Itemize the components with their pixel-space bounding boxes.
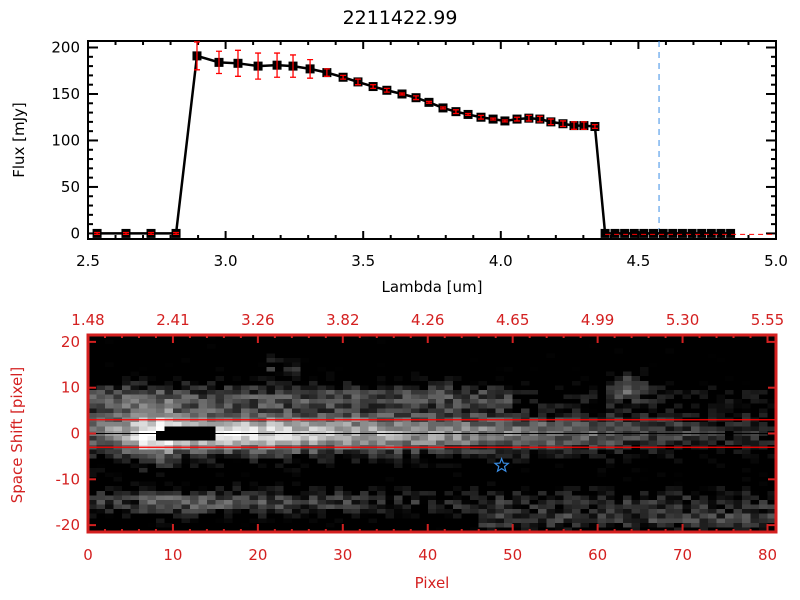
error-bar <box>354 78 361 86</box>
x-tick-label: 80 <box>758 546 777 564</box>
x-tick-label: 0 <box>83 546 93 564</box>
error-bar <box>340 74 347 80</box>
y-tick-label: -10 <box>56 470 81 488</box>
series-line <box>97 54 731 235</box>
chart-title: 2211422.99 <box>343 7 458 29</box>
error-bar <box>173 231 180 236</box>
y-tick-label: 200 <box>51 39 80 57</box>
top-tick-label: 4.65 <box>496 311 529 329</box>
error-bar <box>490 117 497 121</box>
error-bar <box>514 116 521 122</box>
error-bar <box>193 41 200 71</box>
error-bar <box>370 84 377 90</box>
y-tick-label: 0 <box>70 425 80 443</box>
data-point <box>726 228 736 238</box>
heatmap-y-label: Space Shift [pixel] <box>8 367 26 504</box>
x-tick-label: 20 <box>248 546 267 564</box>
error-bar <box>323 68 330 77</box>
y-tick-label: 150 <box>51 85 80 103</box>
error-bar <box>307 58 314 79</box>
error-bar <box>215 50 222 75</box>
data-point <box>687 228 697 238</box>
x-tick-label: 5.0 <box>764 252 788 270</box>
x-tick-label: 30 <box>333 546 352 564</box>
error-bar <box>580 121 587 130</box>
error-bar <box>290 54 297 78</box>
y-axis-label: Flux [mJy] <box>10 102 28 178</box>
top-tick-label: 4.26 <box>411 311 444 329</box>
top-tick-label: 2.41 <box>156 311 189 329</box>
x-tick-label: 2.5 <box>76 252 100 270</box>
error-bar <box>425 100 432 104</box>
y-tick-label: 100 <box>51 131 80 149</box>
data-point <box>716 228 726 238</box>
error-bar <box>94 231 101 236</box>
error-bar <box>148 231 155 236</box>
top-tick-label: 5.30 <box>666 311 699 329</box>
error-bar <box>477 114 484 120</box>
top-tick-label: 1.48 <box>71 311 104 329</box>
error-bar <box>571 121 578 130</box>
x-tick-label: 70 <box>673 546 692 564</box>
x-axis-label: Lambda [um] <box>382 278 483 296</box>
error-bar <box>383 87 390 93</box>
error-bar <box>591 124 598 130</box>
data-point <box>620 228 630 238</box>
top-tick-label: 3.26 <box>241 311 274 329</box>
y-tick-label: -20 <box>56 516 81 534</box>
y-tick-label: 50 <box>61 178 80 196</box>
x-tick-label: 10 <box>163 546 182 564</box>
error-bar <box>525 114 532 122</box>
y-tick-label: 20 <box>61 333 80 351</box>
error-bar <box>413 95 420 101</box>
error-bar <box>547 118 554 126</box>
data-point <box>697 228 707 238</box>
heatmap-x-label: Pixel <box>415 574 450 592</box>
error-bar <box>559 120 566 128</box>
x-tick-label: 3.5 <box>351 252 375 270</box>
error-bar <box>501 119 508 123</box>
data-point <box>600 228 610 238</box>
x-tick-label: 3.0 <box>214 252 238 270</box>
data-point <box>668 228 678 238</box>
y-tick-label: 0 <box>70 224 80 242</box>
y-tick-label: 10 <box>61 379 80 397</box>
x-tick-label: 50 <box>503 546 522 564</box>
error-bar <box>440 106 447 110</box>
x-tick-label: 60 <box>588 546 607 564</box>
top-tick-label: 5.55 <box>751 311 784 329</box>
error-bar <box>399 92 406 96</box>
error-bar <box>452 109 459 115</box>
error-bar <box>536 115 543 123</box>
error-bar <box>122 231 129 236</box>
data-point <box>639 228 649 238</box>
data-point <box>649 228 659 238</box>
star-marker-icon <box>493 456 510 473</box>
error-bar <box>274 52 281 78</box>
plot-frame <box>87 40 777 240</box>
data-point <box>610 228 620 238</box>
x-tick-label: 4.5 <box>626 252 650 270</box>
error-bar <box>255 52 262 80</box>
data-point <box>677 228 687 238</box>
data-point <box>706 228 716 238</box>
top-tick-label: 3.82 <box>326 311 359 329</box>
top-tick-label: 4.99 <box>581 311 614 329</box>
data-point <box>658 228 668 238</box>
x-tick-label: 40 <box>418 546 437 564</box>
error-bar <box>465 112 472 117</box>
x-tick-label: 4.0 <box>489 252 513 270</box>
error-bar <box>234 49 241 77</box>
data-point <box>629 228 639 238</box>
